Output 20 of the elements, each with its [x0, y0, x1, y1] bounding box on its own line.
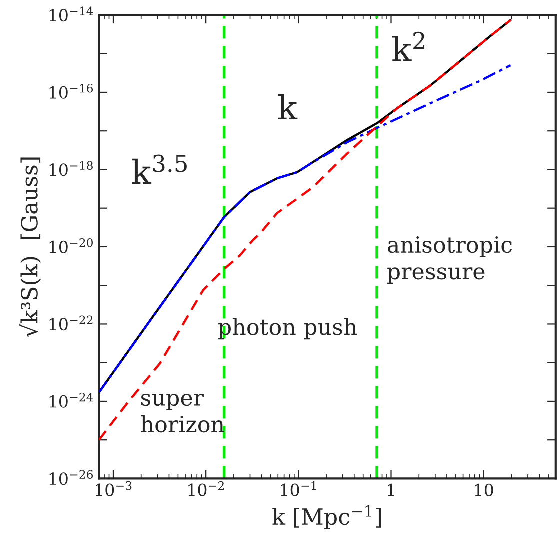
y-tick-label: 10$^{−20}$ [50, 238, 93, 254]
y-tick-label: 10$^{−18}$ [50, 161, 93, 176]
annotation: k$^{3.5}$ [132, 154, 187, 184]
x-tick-label: 10$^{−2}$ [188, 481, 224, 496]
y-tick-label: 10$^{−14}$ [50, 6, 94, 22]
y-tick-label: 10$^{−24}$ [50, 392, 94, 408]
x-axis-title: k [Mpc$^{−1}$] [272, 505, 382, 530]
annotation: k$^{2}$ [392, 32, 425, 62]
annotation: super horizon [141, 394, 224, 433]
y-tick-label: 10$^{−26}$ [50, 470, 94, 486]
x-tick-label: 10$^{−3}$ [96, 481, 132, 496]
annotation: anisotropic pressure [388, 236, 512, 284]
annotation: k [278, 94, 298, 120]
y-tick-label: 10$^{−16}$ [50, 84, 94, 99]
x-tick-label: 1 [388, 484, 394, 496]
x-tick-label: 10 [475, 484, 494, 496]
y-tick-label: 10$^{−22}$ [50, 316, 93, 331]
y-axis-title: √k³S(k) [Gauss] [20, 158, 42, 338]
x-tick-label: 10$^{−1}$ [281, 481, 316, 496]
annotation: photon push [218, 318, 358, 340]
